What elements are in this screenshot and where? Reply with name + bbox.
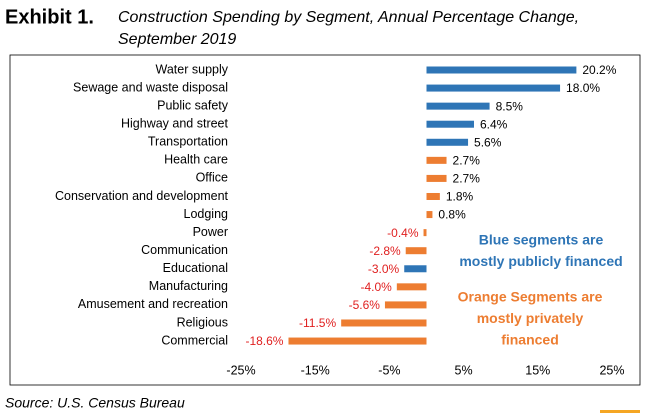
value-label: -0.4% [387,226,419,240]
bar [405,247,427,255]
value-label: -4.0% [360,280,392,294]
annotation: Blue segments are [479,232,604,248]
x-tick-label: -5% [378,363,400,377]
bar [404,265,427,273]
bar [426,211,433,219]
value-label: -5.6% [349,298,381,312]
source: Source: U.S. Census Bureau [5,395,185,411]
value-label: 18.0% [566,81,600,95]
bar [341,319,427,327]
y-tick-label: Public safety [157,98,229,112]
bar [426,66,577,74]
value-label: -11.5% [299,316,336,330]
y-tick-label: Conservation and development [55,189,229,203]
value-label: -18.6% [245,334,283,348]
annotation: mostly privately [477,310,584,326]
bar [426,84,561,92]
y-tick-label: Commercial [161,333,228,347]
y-tick-label: Amusement and recreation [78,297,228,311]
decor-line [600,410,640,413]
value-label: 2.7% [453,154,481,168]
y-tick-label: Transportation [148,135,228,149]
bar [426,174,447,182]
chart-subtitle: Construction Spending by Segment, Annual… [118,9,579,26]
chart-subtitle: September 2019 [118,31,236,48]
annotation: mostly publicly financed [459,253,622,269]
x-tick-label: 5% [455,363,473,377]
x-tick-label: 15% [525,363,550,377]
value-label: 6.4% [480,117,508,131]
value-label: 0.8% [438,208,466,222]
value-label: 5.6% [474,135,502,149]
annotation: Orange Segments are [458,289,603,305]
y-tick-label: Water supply [156,62,229,76]
chart-title: Exhibit 1. [5,6,94,28]
y-tick-label: Highway and street [121,117,229,131]
value-label: -3.0% [368,262,400,276]
bar [384,301,427,309]
x-tick-label: -25% [226,363,255,377]
annotation: financed [501,332,559,348]
bar [426,120,474,128]
value-label: 2.7% [453,172,481,186]
value-label: 1.8% [446,190,474,204]
y-tick-label: Power [193,225,228,239]
value-label: 20.2% [582,63,616,77]
y-tick-label: Health care [164,153,228,167]
value-label: -2.8% [369,244,401,258]
bar [426,138,469,146]
y-tick-label: Lodging [184,207,229,221]
x-tick-label: 25% [599,363,624,377]
bar [426,156,447,164]
y-tick-label: Educational [163,261,228,275]
y-tick-label: Office [196,171,228,185]
y-tick-label: Sewage and waste disposal [73,80,228,94]
value-label: 8.5% [496,99,524,113]
bar [426,192,440,200]
y-tick-label: Religious [177,315,228,329]
bar [288,337,427,345]
plot-frame [9,54,641,386]
bar [426,102,490,110]
bar [423,229,427,237]
y-tick-label: Communication [141,243,228,257]
x-tick-label: -15% [301,363,330,377]
y-tick-label: Manufacturing [149,279,228,293]
bar [396,283,427,291]
